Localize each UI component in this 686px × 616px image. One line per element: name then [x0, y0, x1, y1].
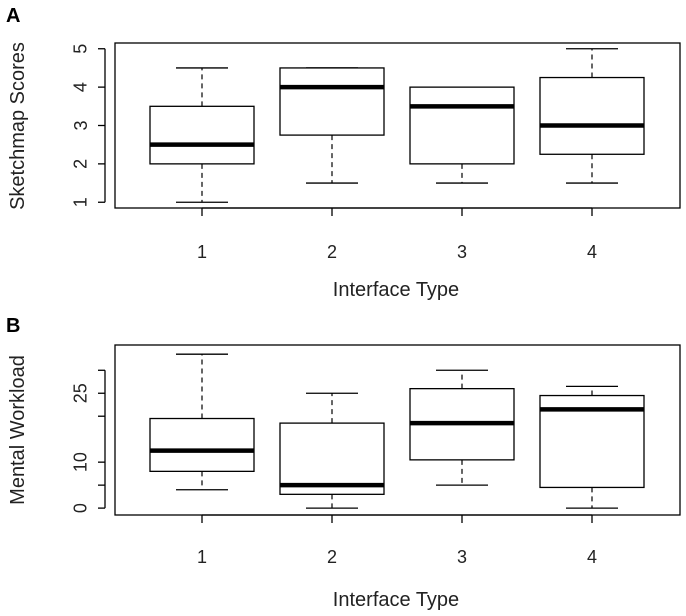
x-axis-b: 1 2 3 4 — [197, 514, 597, 567]
y-tick-label: 4 — [71, 82, 91, 92]
x-tick-label: 1 — [197, 242, 207, 262]
y-tick-label: 25 — [71, 383, 91, 403]
iqr-box — [149, 105, 255, 165]
y-axis-a: 1 2 3 4 5 — [71, 44, 106, 207]
iqr-box — [539, 76, 645, 155]
panel-letter-a: A — [6, 5, 20, 27]
box-2 — [279, 67, 385, 184]
y-axis-title-a: Sketchmap Scores — [7, 42, 29, 210]
iqr-box — [409, 86, 515, 165]
box-1 — [149, 67, 255, 203]
iqr-box — [149, 417, 255, 473]
y-tick-label: 2 — [71, 159, 91, 169]
y-tick-label: 0 — [71, 503, 91, 513]
box-4 — [539, 385, 645, 509]
box-3 — [409, 369, 515, 486]
y-tick-label: 1 — [71, 197, 91, 207]
x-axis-title-a: Interface Type — [333, 279, 459, 301]
x-tick-label: 1 — [197, 547, 207, 567]
iqr-box — [279, 67, 385, 136]
x-axis-a: 1 2 3 4 — [197, 207, 597, 262]
box-1 — [149, 353, 255, 491]
x-tick-label: 2 — [327, 547, 337, 567]
x-tick-label: 3 — [457, 547, 467, 567]
x-tick-label: 3 — [457, 242, 467, 262]
y-tick-label: 10 — [71, 452, 91, 472]
box-3 — [409, 86, 515, 184]
box-4 — [539, 48, 645, 184]
x-tick-label: 2 — [327, 242, 337, 262]
boxes-b — [149, 353, 645, 509]
panel-a: A 1 2 3 4 5 1 2 3 4 Sketchmap Scores Interface … — [6, 5, 681, 301]
y-tick-label: 3 — [71, 120, 91, 130]
boxes-a — [149, 48, 645, 203]
box-2 — [279, 392, 385, 509]
x-axis-title-b: Interface Type — [333, 589, 459, 611]
x-tick-label: 4 — [587, 547, 597, 567]
y-axis-title-b: Mental Workload — [7, 355, 29, 505]
y-tick-label: 5 — [71, 44, 91, 54]
iqr-box — [279, 422, 385, 495]
x-tick-label: 4 — [587, 242, 597, 262]
y-axis-b: 0 10 25 — [71, 369, 106, 513]
panel-letter-b: B — [6, 315, 20, 337]
panel-b: B 0 10 25 1 2 3 4 Mental Workload Interface T… — [6, 315, 681, 611]
